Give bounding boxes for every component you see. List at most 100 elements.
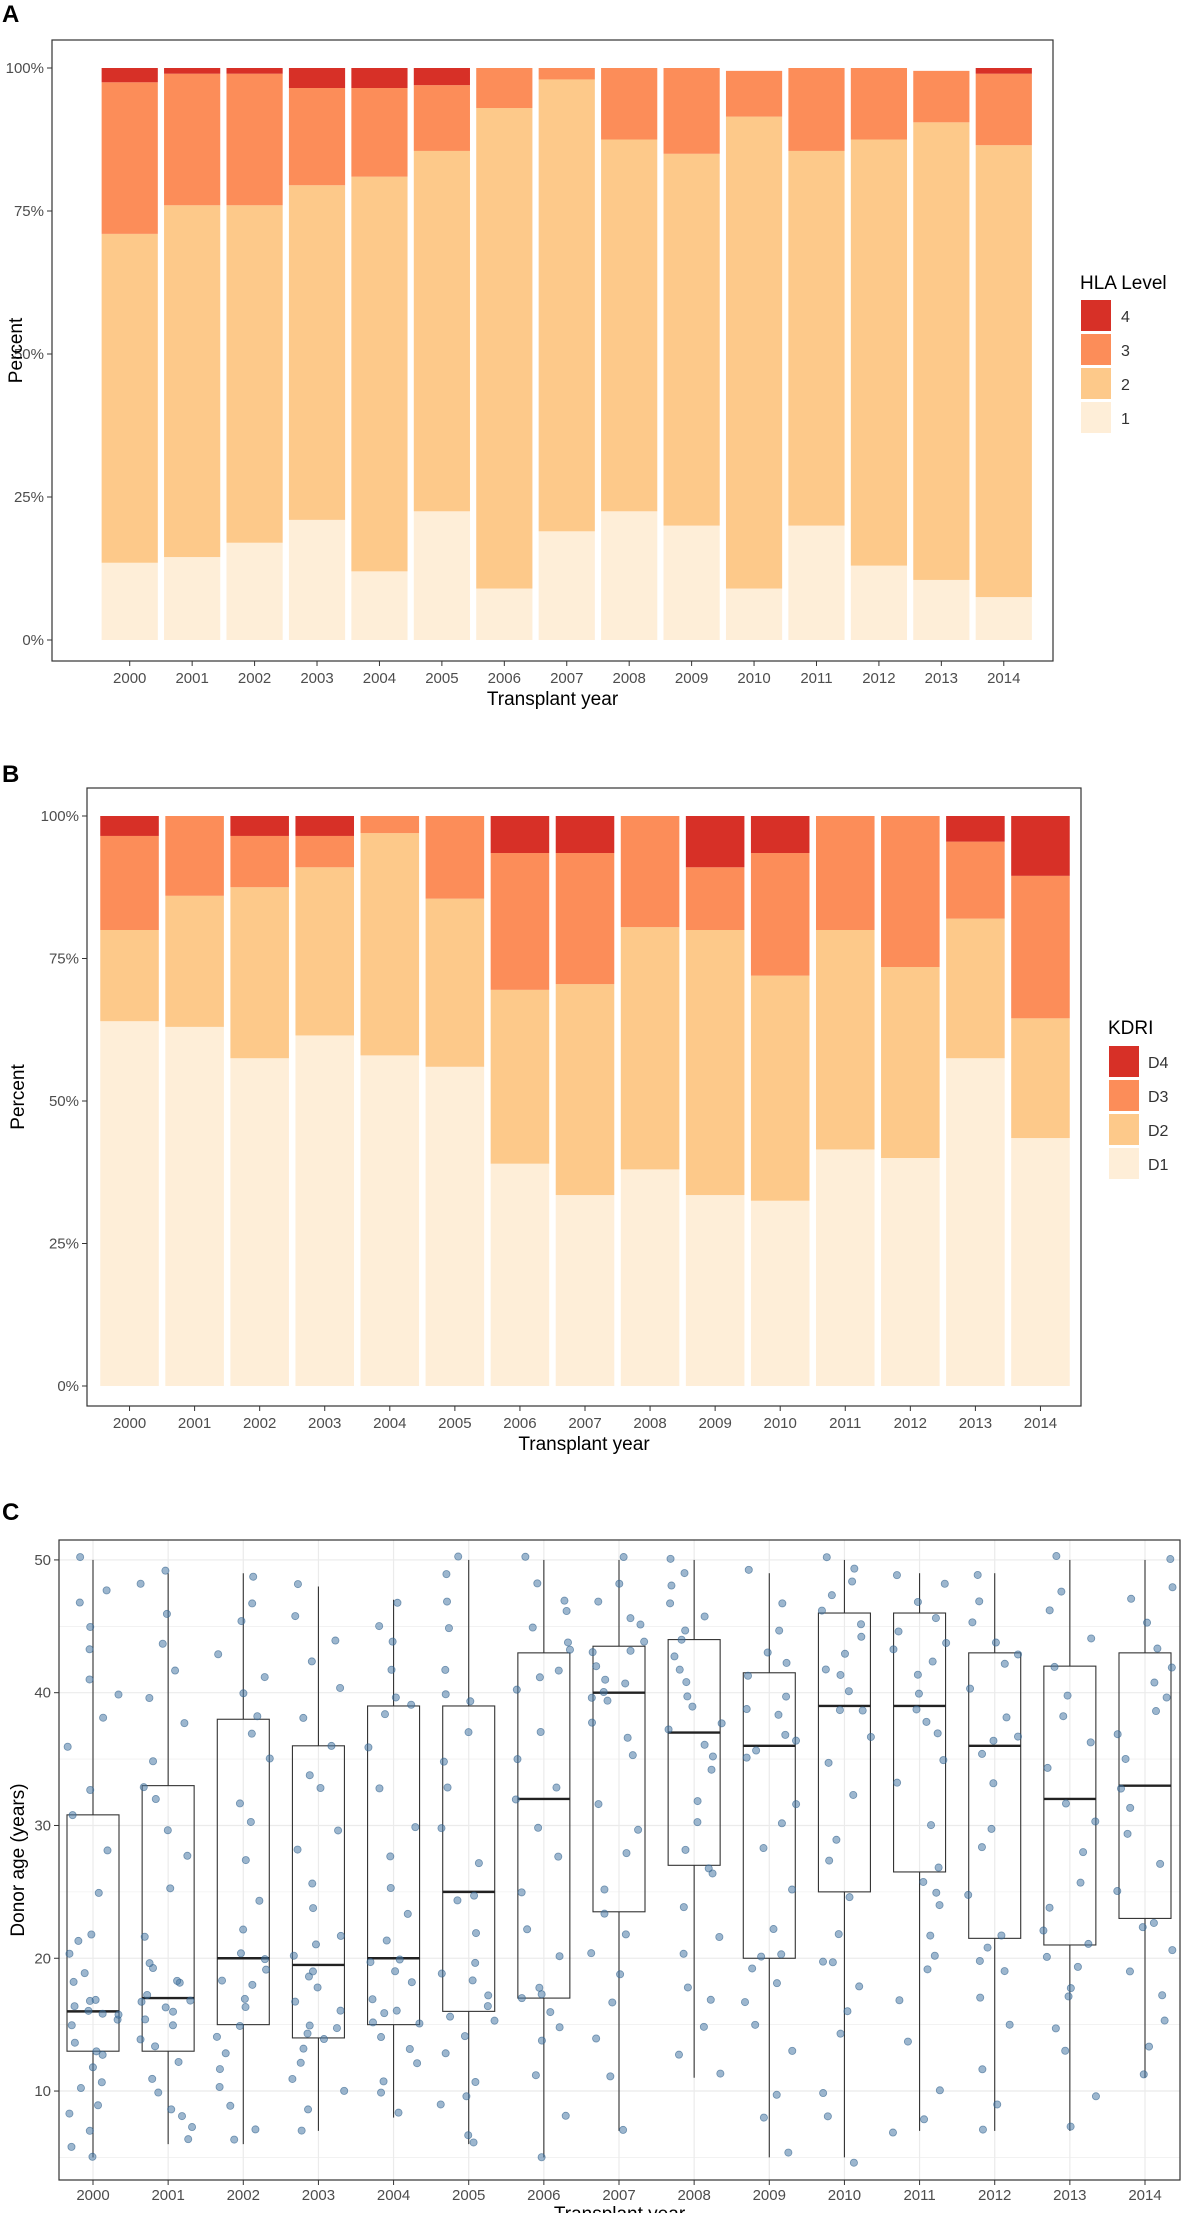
bar-segment	[685, 816, 745, 868]
box	[291, 1745, 345, 2039]
jitter-point	[375, 1784, 384, 1793]
jitter-point	[368, 2018, 377, 2027]
legend-swatch-4	[1081, 300, 1111, 331]
jitter-point	[296, 2058, 305, 2067]
jitter-point	[563, 1638, 572, 1647]
jitter-point	[188, 2123, 197, 2132]
jitter-point	[293, 1845, 302, 1854]
legend-swatch-d1	[1109, 1148, 1139, 1179]
jitter-point	[1145, 2042, 1154, 2051]
jitter-point	[742, 1753, 751, 1762]
jitter-point	[857, 1620, 866, 1629]
jitter-point	[1086, 1738, 1095, 1747]
jitter-point	[215, 2082, 224, 2091]
jitter-point	[601, 1675, 610, 1684]
jitter-point	[531, 2071, 540, 2080]
jitter-point	[151, 2042, 160, 2051]
jitter-point	[1014, 1650, 1023, 1659]
bar-segment	[815, 816, 875, 930]
jitter-point	[85, 1675, 94, 1684]
jitter-point	[715, 1932, 724, 1941]
y-tick-label: 75%	[49, 951, 79, 968]
jitter-point	[681, 1626, 690, 1635]
jitter-point	[535, 1983, 544, 1992]
jitter-point	[149, 1757, 158, 1766]
bar-segment	[476, 108, 533, 589]
jitter-point	[221, 2049, 230, 2058]
y-tick-label: 50%	[49, 1093, 79, 1110]
y-axis-title: Percent	[6, 317, 27, 383]
bar-segment	[620, 927, 680, 1170]
jitter-point	[472, 1929, 481, 1938]
jitter-point	[94, 2101, 103, 2110]
bar-segment	[226, 68, 283, 74]
jitter-point	[255, 1896, 264, 1905]
jitter-point	[340, 2086, 349, 2095]
x-tick-label: 2005	[425, 670, 458, 687]
jitter-point	[845, 1893, 854, 1902]
jitter-point	[1113, 1730, 1122, 1739]
x-tick-label: 2009	[753, 2187, 786, 2204]
jitter-point	[235, 1799, 244, 1808]
bar-segment	[881, 816, 940, 968]
bar-segment	[620, 1169, 680, 1386]
y-tick-label: 0%	[57, 1378, 79, 1395]
jitter-point	[763, 1648, 772, 1657]
jitter-point	[606, 2072, 615, 2081]
jitter-point	[933, 1729, 942, 1738]
jitter-point	[772, 1979, 781, 1988]
jitter-point	[460, 2032, 469, 2041]
jitter-point	[139, 1783, 148, 1792]
jitter-point	[565, 1645, 574, 1654]
jitter-point	[437, 1824, 446, 1833]
jitter-point	[158, 1639, 167, 1648]
jitter-point	[521, 1552, 530, 1561]
jitter-point	[824, 1758, 833, 1767]
x-tick-label: 2014	[987, 670, 1020, 687]
jitter-point	[968, 1618, 977, 1627]
jitter-point	[782, 1692, 791, 1701]
jitter-point	[186, 1996, 195, 2005]
jitter-point	[913, 1597, 922, 1606]
bar-segment	[975, 73, 1032, 146]
bar-segment	[555, 853, 615, 985]
jitter-point	[626, 1646, 635, 1655]
bar-segment	[226, 542, 283, 640]
jitter-point	[1000, 1659, 1009, 1668]
bar-segment	[351, 68, 408, 89]
bar-segment	[425, 1066, 485, 1386]
x-tick-label: 2013	[959, 1415, 992, 1432]
jitter-point	[788, 2046, 797, 2055]
jitter-point	[935, 1901, 944, 1910]
jitter-point	[154, 2088, 163, 2097]
jitter-point	[1139, 2070, 1148, 2079]
bar-segment	[1011, 875, 1070, 1019]
bar-segment	[850, 68, 908, 140]
jitter-point	[177, 2112, 186, 2121]
jitter-point	[168, 2021, 177, 2030]
jitter-point	[235, 2021, 244, 2030]
jitter-point	[166, 1884, 175, 1893]
bar-segment	[295, 867, 355, 1036]
jitter-point	[555, 2023, 564, 2032]
jitter-point	[741, 1998, 750, 2007]
jitter-point	[248, 1980, 257, 1989]
x-tick-label: 2005	[452, 2187, 485, 2204]
jitter-point	[513, 1755, 522, 1764]
jitter-point	[1084, 1939, 1093, 1948]
jitter-point	[978, 2065, 987, 2074]
jitter-point	[1002, 1713, 1011, 1722]
x-axis-title: Transplant year	[554, 2204, 686, 2213]
jitter-point	[893, 1778, 902, 1787]
bar-segment	[413, 150, 470, 512]
bar-segment	[620, 816, 680, 928]
bar-segment	[663, 525, 720, 640]
bar-segment	[425, 816, 485, 899]
jitter-point	[1059, 1712, 1068, 1721]
jitter-point	[88, 2063, 97, 2072]
jitter-point	[1066, 1984, 1075, 1993]
jitter-point	[977, 1843, 986, 1852]
jitter-point	[511, 1795, 520, 1804]
jitter-point	[70, 2002, 79, 2011]
jitter-point	[319, 2035, 328, 2044]
